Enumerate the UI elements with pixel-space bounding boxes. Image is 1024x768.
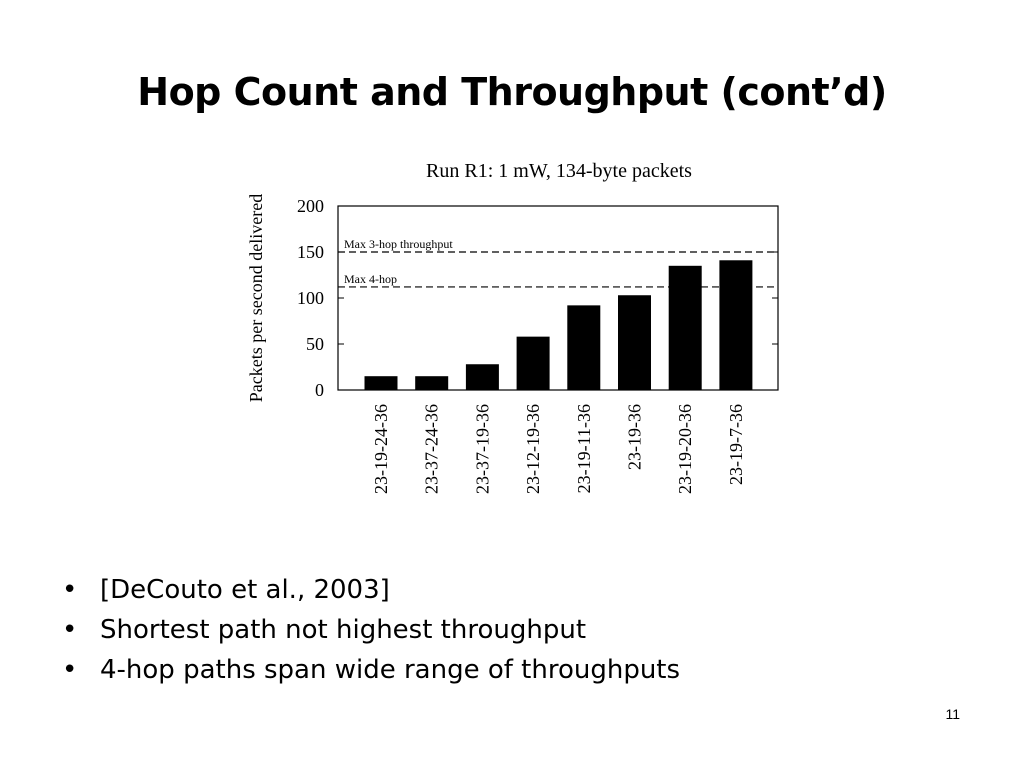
bar [618, 295, 651, 390]
bullet-item: • [DeCouto et al., 2003] [60, 570, 680, 610]
x-tick-label: 23-37-24-36 [422, 404, 442, 494]
bar [415, 376, 449, 390]
bullet-item: • Shortest path not highest throughput [60, 610, 680, 650]
x-tick-label: 23-19-7-36 [726, 404, 746, 485]
y-tick-label: 200 [297, 196, 324, 216]
y-tick-label: 150 [297, 242, 324, 262]
y-ticks: 0 50 100 150 200 [297, 196, 778, 400]
x-tick-labels: 23-19-24-36 23-37-24-36 23-37-19-36 23-12-1… [371, 404, 746, 494]
slide-title: Hop Count and Throughput (cont’d) [137, 70, 887, 114]
x-tick-label: 23-19-20-36 [675, 404, 695, 494]
bar [567, 305, 601, 390]
bullet-text: Shortest path not highest throughput [100, 615, 587, 645]
bars [364, 260, 753, 390]
bullet-dot: • [62, 655, 78, 685]
bar [465, 364, 499, 390]
bullet-text: [DeCouto et al., 2003] [100, 575, 390, 605]
bullet-dot: • [62, 615, 78, 645]
x-tick-label: 23-19-11-36 [574, 404, 594, 493]
bar [364, 376, 398, 390]
bar [719, 260, 753, 390]
plot-frame [337, 205, 779, 391]
reference-line-label: Max 3-hop throughput [344, 237, 453, 251]
y-axis-label: Packets per second delivered [246, 194, 266, 402]
page-number: 11 [945, 706, 960, 722]
x-tick-label: 23-19-36 [625, 404, 645, 470]
bullet-text: 4-hop paths span wide range of throughpu… [100, 655, 681, 685]
reference-lines: Max 3-hop throughput Max 4-hop [338, 237, 778, 288]
bar [516, 336, 550, 390]
y-tick-label: 50 [306, 334, 324, 354]
reference-line-label: Max 4-hop [344, 272, 397, 286]
x-tick-label: 23-37-19-36 [472, 404, 492, 494]
bullet-dot: • [62, 575, 78, 605]
bar [668, 265, 702, 390]
bullet-list: • [DeCouto et al., 2003] • Shortest path n… [60, 570, 680, 690]
chart-title: Run R1: 1 mW, 134-byte packets [426, 160, 692, 182]
x-tick-label: 23-19-24-36 [371, 404, 391, 494]
bar-chart: Run R1: 1 mW, 134-byte packets Packets p… [246, 160, 779, 494]
bullet-item: • 4-hop paths span wide range of throughp… [60, 650, 680, 690]
y-tick-label: 100 [297, 288, 324, 308]
x-tick-label: 23-12-19-36 [523, 404, 543, 494]
y-tick-label: 0 [315, 380, 324, 400]
